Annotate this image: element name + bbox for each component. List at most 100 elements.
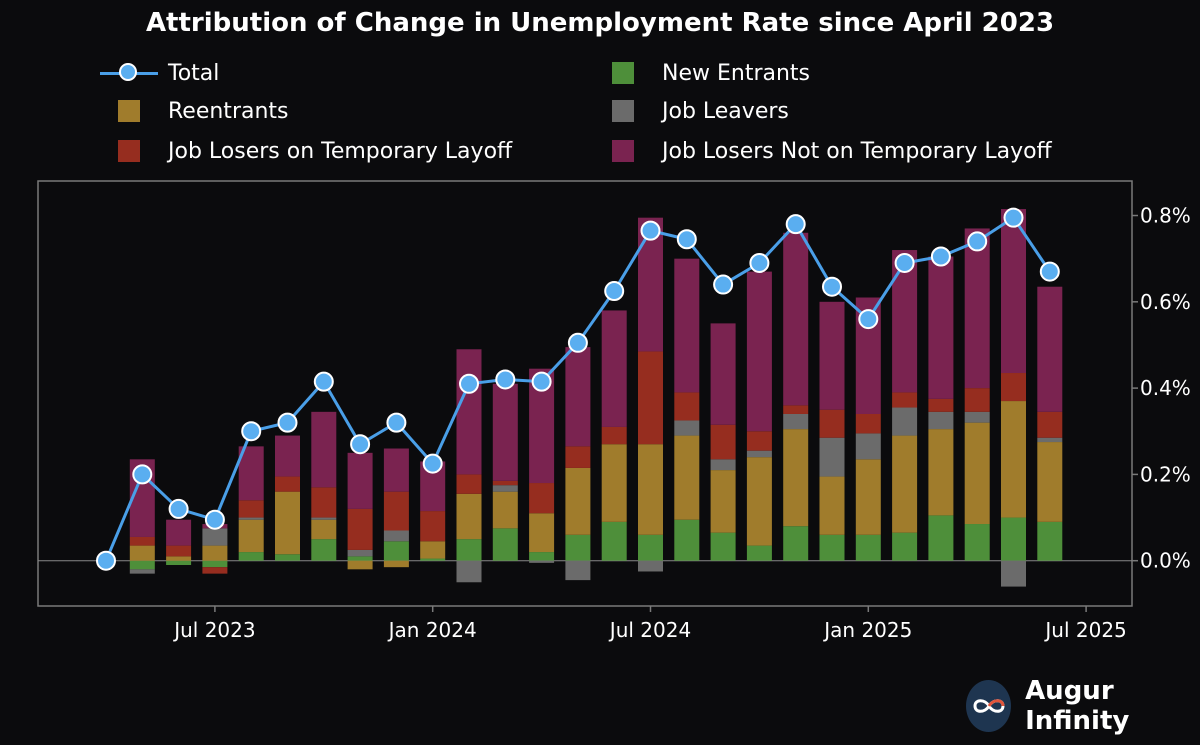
total-point[interactable] xyxy=(204,509,225,530)
bar-reentrants[interactable] xyxy=(202,545,228,561)
bar-reentrants[interactable] xyxy=(166,556,192,561)
bar-job-leavers[interactable] xyxy=(710,459,736,471)
total-point[interactable] xyxy=(713,274,734,295)
bar-job-leavers[interactable] xyxy=(674,420,700,436)
bar-new-entrants[interactable] xyxy=(565,534,591,561)
bar-new-entrants[interactable] xyxy=(928,515,954,561)
bar-reentrants[interactable] xyxy=(275,491,300,555)
bar-reentrants[interactable] xyxy=(746,457,772,546)
bar-job-leavers[interactable] xyxy=(383,530,409,542)
bar-job-leavers[interactable] xyxy=(129,569,155,574)
bar-reentrants[interactable] xyxy=(347,560,373,570)
bar-job-losers-not-on-temporary-layoff[interactable] xyxy=(1001,209,1026,374)
bar-new-entrants[interactable] xyxy=(746,545,772,561)
bar-job-losers-on-temporary-layoff[interactable] xyxy=(202,567,228,574)
total-point[interactable] xyxy=(386,412,407,433)
bar-new-entrants[interactable] xyxy=(964,524,990,561)
bar-reentrants[interactable] xyxy=(1037,442,1063,522)
bar-job-losers-on-temporary-layoff[interactable] xyxy=(783,405,809,414)
total-point[interactable] xyxy=(495,369,516,390)
bar-job-losers-not-on-temporary-layoff[interactable] xyxy=(928,256,954,399)
bar-job-losers-on-temporary-layoff[interactable] xyxy=(855,413,881,434)
legend-item-new-entrants[interactable]: New Entrants xyxy=(612,59,810,87)
bar-job-losers-on-temporary-layoff[interactable] xyxy=(238,500,264,518)
bar-new-entrants[interactable] xyxy=(347,556,373,561)
bar-job-losers-not-on-temporary-layoff[interactable] xyxy=(456,349,482,475)
bar-new-entrants[interactable] xyxy=(129,560,155,570)
bar-job-leavers[interactable] xyxy=(855,433,881,460)
bar-job-losers-on-temporary-layoff[interactable] xyxy=(456,474,482,494)
bar-job-losers-on-temporary-layoff[interactable] xyxy=(638,351,663,445)
total-point[interactable] xyxy=(531,371,552,392)
bar-new-entrants[interactable] xyxy=(638,534,663,561)
bar-job-losers-not-on-temporary-layoff[interactable] xyxy=(964,228,990,389)
bar-job-losers-on-temporary-layoff[interactable] xyxy=(347,508,373,550)
bar-job-leavers[interactable] xyxy=(928,411,954,430)
total-point[interactable] xyxy=(930,246,951,267)
total-point[interactable] xyxy=(967,231,988,252)
bar-new-entrants[interactable] xyxy=(1037,521,1063,561)
bar-job-losers-on-temporary-layoff[interactable] xyxy=(892,392,918,408)
bar-job-losers-not-on-temporary-layoff[interactable] xyxy=(674,258,700,393)
bar-job-leavers[interactable] xyxy=(783,413,809,430)
total-point[interactable] xyxy=(567,332,588,353)
total-point[interactable] xyxy=(640,220,661,241)
bar-new-entrants[interactable] xyxy=(892,532,918,561)
legend-item-not-temporary-layoff[interactable]: Job Losers Not on Temporary Layoff xyxy=(612,137,1052,165)
bar-reentrants[interactable] xyxy=(456,493,482,540)
bar-reentrants[interactable] xyxy=(638,444,663,535)
bar-new-entrants[interactable] xyxy=(783,526,809,561)
bar-job-leavers[interactable] xyxy=(819,437,845,477)
bar-job-leavers[interactable] xyxy=(238,517,264,520)
bar-job-losers-on-temporary-layoff[interactable] xyxy=(420,511,446,542)
total-point[interactable] xyxy=(168,498,189,519)
bar-reentrants[interactable] xyxy=(928,429,954,516)
bar-job-losers-on-temporary-layoff[interactable] xyxy=(383,491,409,531)
bar-new-entrants[interactable] xyxy=(383,541,409,561)
bar-reentrants[interactable] xyxy=(529,513,555,553)
bar-job-losers-on-temporary-layoff[interactable] xyxy=(1037,411,1063,438)
bar-new-entrants[interactable] xyxy=(710,532,736,561)
bar-reentrants[interactable] xyxy=(855,459,881,535)
bar-job-leavers[interactable] xyxy=(456,560,482,583)
bar-new-entrants[interactable] xyxy=(238,552,264,561)
bar-reentrants[interactable] xyxy=(129,545,155,561)
bar-job-losers-not-on-temporary-layoff[interactable] xyxy=(383,448,409,492)
bar-reentrants[interactable] xyxy=(492,491,518,529)
bar-job-losers-on-temporary-layoff[interactable] xyxy=(1001,373,1026,402)
bar-job-losers-on-temporary-layoff[interactable] xyxy=(129,536,155,546)
total-point[interactable] xyxy=(277,412,298,433)
bar-job-losers-on-temporary-layoff[interactable] xyxy=(565,446,591,468)
bar-reentrants[interactable] xyxy=(892,435,918,533)
bar-new-entrants[interactable] xyxy=(420,558,446,561)
bar-job-losers-not-on-temporary-layoff[interactable] xyxy=(746,271,772,432)
total-point[interactable] xyxy=(313,371,334,392)
legend-item-temporary-layoff[interactable]: Job Losers on Temporary Layoff xyxy=(118,137,512,165)
total-point[interactable] xyxy=(749,252,770,273)
total-point[interactable] xyxy=(1003,207,1024,228)
bar-job-leavers[interactable] xyxy=(964,411,990,423)
bar-job-losers-not-on-temporary-layoff[interactable] xyxy=(565,347,591,447)
bar-job-leavers[interactable] xyxy=(202,528,228,546)
bar-job-leavers[interactable] xyxy=(1001,560,1026,587)
bar-job-losers-on-temporary-layoff[interactable] xyxy=(275,476,300,492)
bar-job-losers-on-temporary-layoff[interactable] xyxy=(746,431,772,451)
bar-job-losers-not-on-temporary-layoff[interactable] xyxy=(783,232,809,406)
bar-job-losers-not-on-temporary-layoff[interactable] xyxy=(311,411,337,488)
bar-job-leavers[interactable] xyxy=(565,560,591,581)
total-point[interactable] xyxy=(350,434,371,455)
bar-new-entrants[interactable] xyxy=(1001,517,1026,561)
bar-reentrants[interactable] xyxy=(565,467,591,535)
total-point[interactable] xyxy=(96,550,116,571)
bar-new-entrants[interactable] xyxy=(202,560,228,568)
total-point[interactable] xyxy=(422,453,443,474)
bar-new-entrants[interactable] xyxy=(492,528,518,561)
bar-new-entrants[interactable] xyxy=(529,552,555,561)
legend-item-job-leavers[interactable]: Job Leavers xyxy=(612,97,789,125)
total-point[interactable] xyxy=(1039,261,1060,282)
bar-job-leavers[interactable] xyxy=(311,517,337,520)
total-point[interactable] xyxy=(676,229,697,250)
total-point[interactable] xyxy=(604,281,625,302)
bar-job-losers-not-on-temporary-layoff[interactable] xyxy=(166,519,192,546)
bar-new-entrants[interactable] xyxy=(819,534,845,561)
